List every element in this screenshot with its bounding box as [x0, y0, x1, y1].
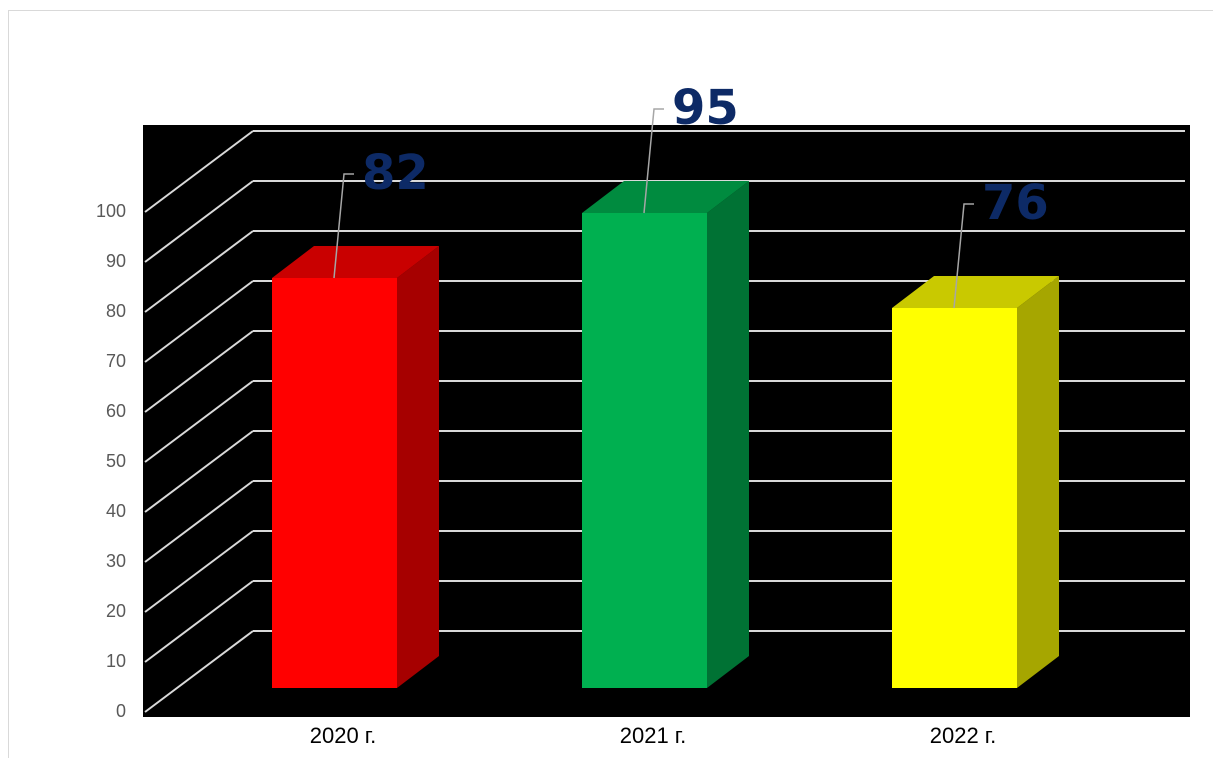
y-tick-label: 50	[106, 451, 126, 471]
bar-side	[397, 246, 439, 688]
bar-top	[582, 181, 749, 213]
x-tick-label: 2022 г.	[930, 723, 997, 748]
side-grid-line	[144, 230, 254, 313]
side-grid-line	[144, 630, 254, 713]
data-label: 82	[362, 145, 429, 201]
x-tick-label: 2020 г.	[310, 723, 377, 748]
y-tick-label: 40	[106, 501, 126, 521]
x-tick-label: 2021 г.	[620, 723, 687, 748]
side-grid-line	[144, 330, 254, 413]
bar-top	[892, 276, 1059, 308]
leader-line	[333, 173, 354, 279]
y-tick-label: 30	[106, 551, 126, 571]
side-grid-line	[144, 530, 254, 613]
y-tick-label: 60	[106, 401, 126, 421]
side-grid-line	[144, 180, 254, 263]
y-tick-label: 100	[96, 201, 126, 221]
bar	[582, 213, 707, 688]
bar	[272, 278, 397, 688]
side-grid-line	[144, 580, 254, 663]
leader-line	[643, 108, 664, 214]
y-tick-label: 0	[116, 701, 126, 721]
bar-top	[272, 246, 439, 278]
y-tick-label: 90	[106, 251, 126, 271]
y-tick-label: 10	[106, 651, 126, 671]
bar-side	[707, 181, 749, 688]
bar	[892, 308, 1017, 688]
leader-line	[953, 203, 974, 309]
side-grid-line	[144, 480, 254, 563]
data-label: 95	[672, 80, 739, 136]
data-label: 76	[982, 175, 1049, 231]
bar-side	[1017, 276, 1059, 688]
side-grid-line	[144, 280, 254, 363]
side-grid-line	[144, 380, 254, 463]
side-grid-line	[144, 430, 254, 513]
side-grid-line	[144, 130, 254, 213]
y-tick-label: 80	[106, 301, 126, 321]
y-tick-label: 70	[106, 351, 126, 371]
y-tick-label: 20	[106, 601, 126, 621]
